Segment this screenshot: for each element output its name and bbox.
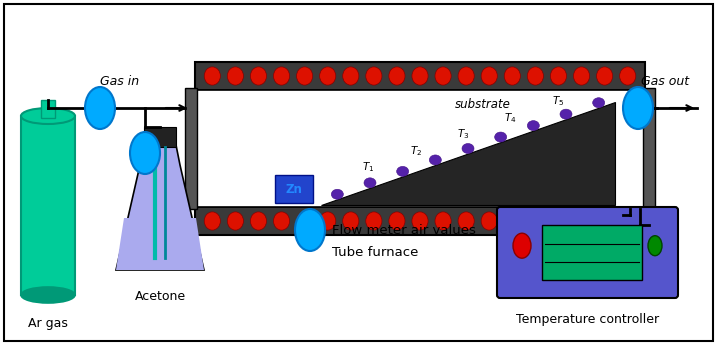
Ellipse shape: [331, 189, 343, 199]
Ellipse shape: [435, 67, 451, 85]
Ellipse shape: [429, 155, 442, 165]
Ellipse shape: [250, 212, 267, 230]
Ellipse shape: [527, 67, 543, 85]
Polygon shape: [116, 145, 204, 270]
Ellipse shape: [527, 121, 539, 131]
Bar: [195, 90, 645, 207]
Ellipse shape: [366, 67, 382, 85]
Ellipse shape: [648, 236, 662, 256]
Bar: [41, 100, 55, 118]
Ellipse shape: [593, 98, 604, 108]
Text: $T_3$: $T_3$: [457, 127, 470, 141]
Ellipse shape: [21, 108, 75, 124]
Ellipse shape: [513, 233, 531, 258]
Ellipse shape: [551, 67, 566, 85]
Ellipse shape: [435, 212, 451, 230]
Text: Zn: Zn: [285, 183, 303, 196]
Ellipse shape: [204, 67, 220, 85]
Bar: [643, 88, 655, 209]
Ellipse shape: [560, 109, 572, 119]
Text: $T_5$: $T_5$: [552, 94, 564, 108]
Ellipse shape: [597, 212, 613, 230]
Ellipse shape: [227, 67, 244, 85]
Ellipse shape: [412, 67, 428, 85]
Polygon shape: [321, 102, 615, 205]
Text: Flow meter air values: Flow meter air values: [332, 224, 476, 237]
Text: substrate: substrate: [455, 98, 511, 111]
Text: Acetone: Acetone: [135, 290, 186, 303]
Ellipse shape: [320, 67, 336, 85]
Ellipse shape: [389, 212, 405, 230]
Ellipse shape: [619, 67, 636, 85]
Text: Gas in: Gas in: [100, 75, 140, 88]
Ellipse shape: [343, 212, 358, 230]
Ellipse shape: [412, 212, 428, 230]
Ellipse shape: [85, 87, 115, 129]
Bar: [144, 127, 176, 147]
Bar: [195, 62, 645, 235]
Bar: [195, 207, 645, 235]
Bar: [195, 62, 645, 90]
Ellipse shape: [397, 166, 409, 176]
Ellipse shape: [574, 212, 589, 230]
Ellipse shape: [364, 178, 376, 188]
Ellipse shape: [297, 212, 313, 230]
Ellipse shape: [320, 212, 336, 230]
Ellipse shape: [227, 212, 244, 230]
Text: $T_2$: $T_2$: [409, 144, 422, 158]
Ellipse shape: [250, 67, 267, 85]
Bar: [542, 225, 642, 280]
Ellipse shape: [462, 144, 474, 154]
Ellipse shape: [481, 67, 498, 85]
Ellipse shape: [574, 67, 589, 85]
Ellipse shape: [623, 87, 653, 129]
Text: Temperature controller: Temperature controller: [516, 313, 659, 326]
Ellipse shape: [130, 132, 160, 174]
Bar: [185, 88, 197, 209]
Ellipse shape: [297, 67, 313, 85]
Text: $T_1$: $T_1$: [362, 160, 374, 174]
Bar: [275, 175, 313, 203]
Bar: [21, 116, 75, 295]
Ellipse shape: [273, 67, 290, 85]
Ellipse shape: [481, 212, 498, 230]
Ellipse shape: [389, 67, 405, 85]
Ellipse shape: [551, 212, 566, 230]
Ellipse shape: [504, 212, 521, 230]
Ellipse shape: [504, 67, 521, 85]
Ellipse shape: [527, 212, 543, 230]
Text: Tube furnace: Tube furnace: [332, 246, 418, 259]
Text: Gas out: Gas out: [641, 75, 689, 88]
Ellipse shape: [458, 212, 474, 230]
Ellipse shape: [295, 209, 325, 251]
FancyBboxPatch shape: [497, 207, 678, 298]
Ellipse shape: [597, 67, 613, 85]
Text: Ar gas: Ar gas: [28, 317, 68, 330]
Ellipse shape: [343, 67, 358, 85]
Ellipse shape: [273, 212, 290, 230]
Polygon shape: [116, 218, 204, 270]
Ellipse shape: [21, 287, 75, 303]
Ellipse shape: [458, 67, 474, 85]
Ellipse shape: [495, 132, 507, 142]
Ellipse shape: [204, 212, 220, 230]
Ellipse shape: [619, 212, 636, 230]
Ellipse shape: [366, 212, 382, 230]
Text: $T_4$: $T_4$: [505, 111, 517, 125]
